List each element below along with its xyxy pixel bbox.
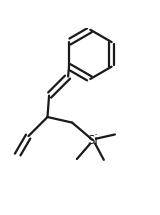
Text: Si: Si xyxy=(87,134,98,146)
